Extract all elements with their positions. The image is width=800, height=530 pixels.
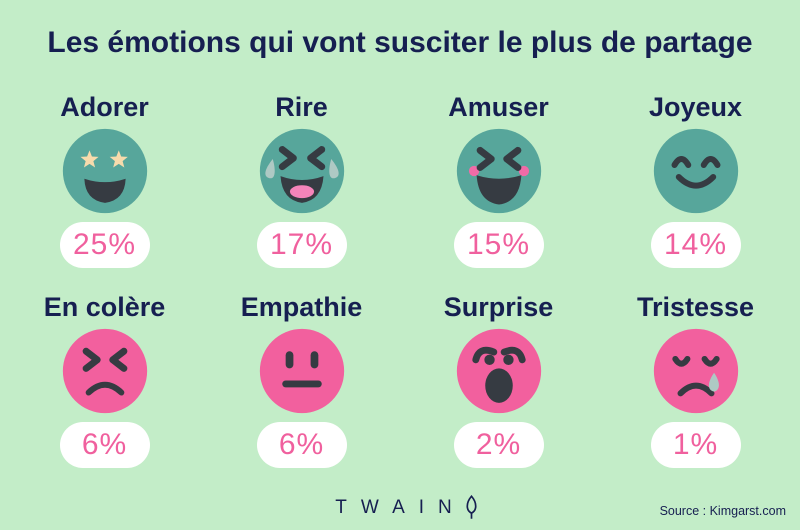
percentage-value: 15%	[466, 228, 531, 261]
laugh-tears-face-icon	[259, 128, 344, 214]
emotion-label: Amuser	[448, 92, 549, 122]
source-credit: Source : Kimgarst.com	[659, 504, 786, 518]
emotion-card-joyeux: Joyeux 14%	[597, 90, 794, 268]
emotion-card-tristesse: Tristesse 1%	[597, 290, 794, 468]
laughing-blush-face-icon	[456, 128, 541, 214]
emotion-card-en-colere: En colère 6%	[6, 290, 203, 468]
emotion-card-rire: Rire 17%	[203, 90, 400, 268]
leaf-icon	[466, 495, 477, 519]
page-title: Les émotions qui vont susciter le plus d…	[47, 26, 753, 59]
percentage-value: 6%	[278, 428, 325, 461]
percentage-value: 2%	[475, 428, 522, 461]
percentage-badge: 14%	[650, 222, 741, 268]
emotion-label: Tristesse	[636, 292, 755, 322]
star-struck-face-icon	[62, 128, 147, 214]
neutral-face-icon	[259, 328, 344, 414]
percentage-value: 6%	[81, 428, 128, 461]
emotion-grid: Adorer 25% Rire 17% Amuser	[6, 90, 794, 468]
percentage-badge: 6%	[256, 422, 347, 468]
emotion-label: En colère	[43, 292, 166, 322]
percentage-badge: 1%	[650, 422, 741, 468]
percentage-value: 14%	[663, 228, 728, 261]
astonished-face-icon	[456, 328, 541, 414]
emotion-label: Surprise	[443, 292, 554, 322]
percentage-value: 17%	[269, 228, 334, 261]
percentage-badge: 2%	[453, 422, 544, 468]
emotion-label: Adorer	[60, 92, 149, 122]
brand-logo: TWAIN	[0, 495, 800, 520]
emotion-label: Empathie	[240, 292, 363, 322]
emotion-card-surprise: Surprise 2%	[400, 290, 597, 468]
emotion-card-empathie: Empathie 6%	[203, 290, 400, 468]
emotion-label: Joyeux	[648, 92, 743, 122]
emotion-card-amuser: Amuser 15%	[400, 90, 597, 268]
smiling-face-icon	[653, 128, 738, 214]
sad-tear-face-icon	[653, 328, 738, 414]
percentage-badge: 6%	[59, 422, 150, 468]
emotion-label: Rire	[275, 92, 328, 122]
angry-face-icon	[62, 328, 147, 414]
emotion-card-adorer: Adorer 25%	[6, 90, 203, 268]
percentage-badge: 15%	[453, 222, 544, 268]
percentage-badge: 17%	[256, 222, 347, 268]
percentage-badge: 25%	[59, 222, 150, 268]
brand-name: TWAIN	[335, 496, 466, 518]
percentage-value: 25%	[72, 228, 137, 261]
percentage-value: 1%	[672, 428, 719, 461]
